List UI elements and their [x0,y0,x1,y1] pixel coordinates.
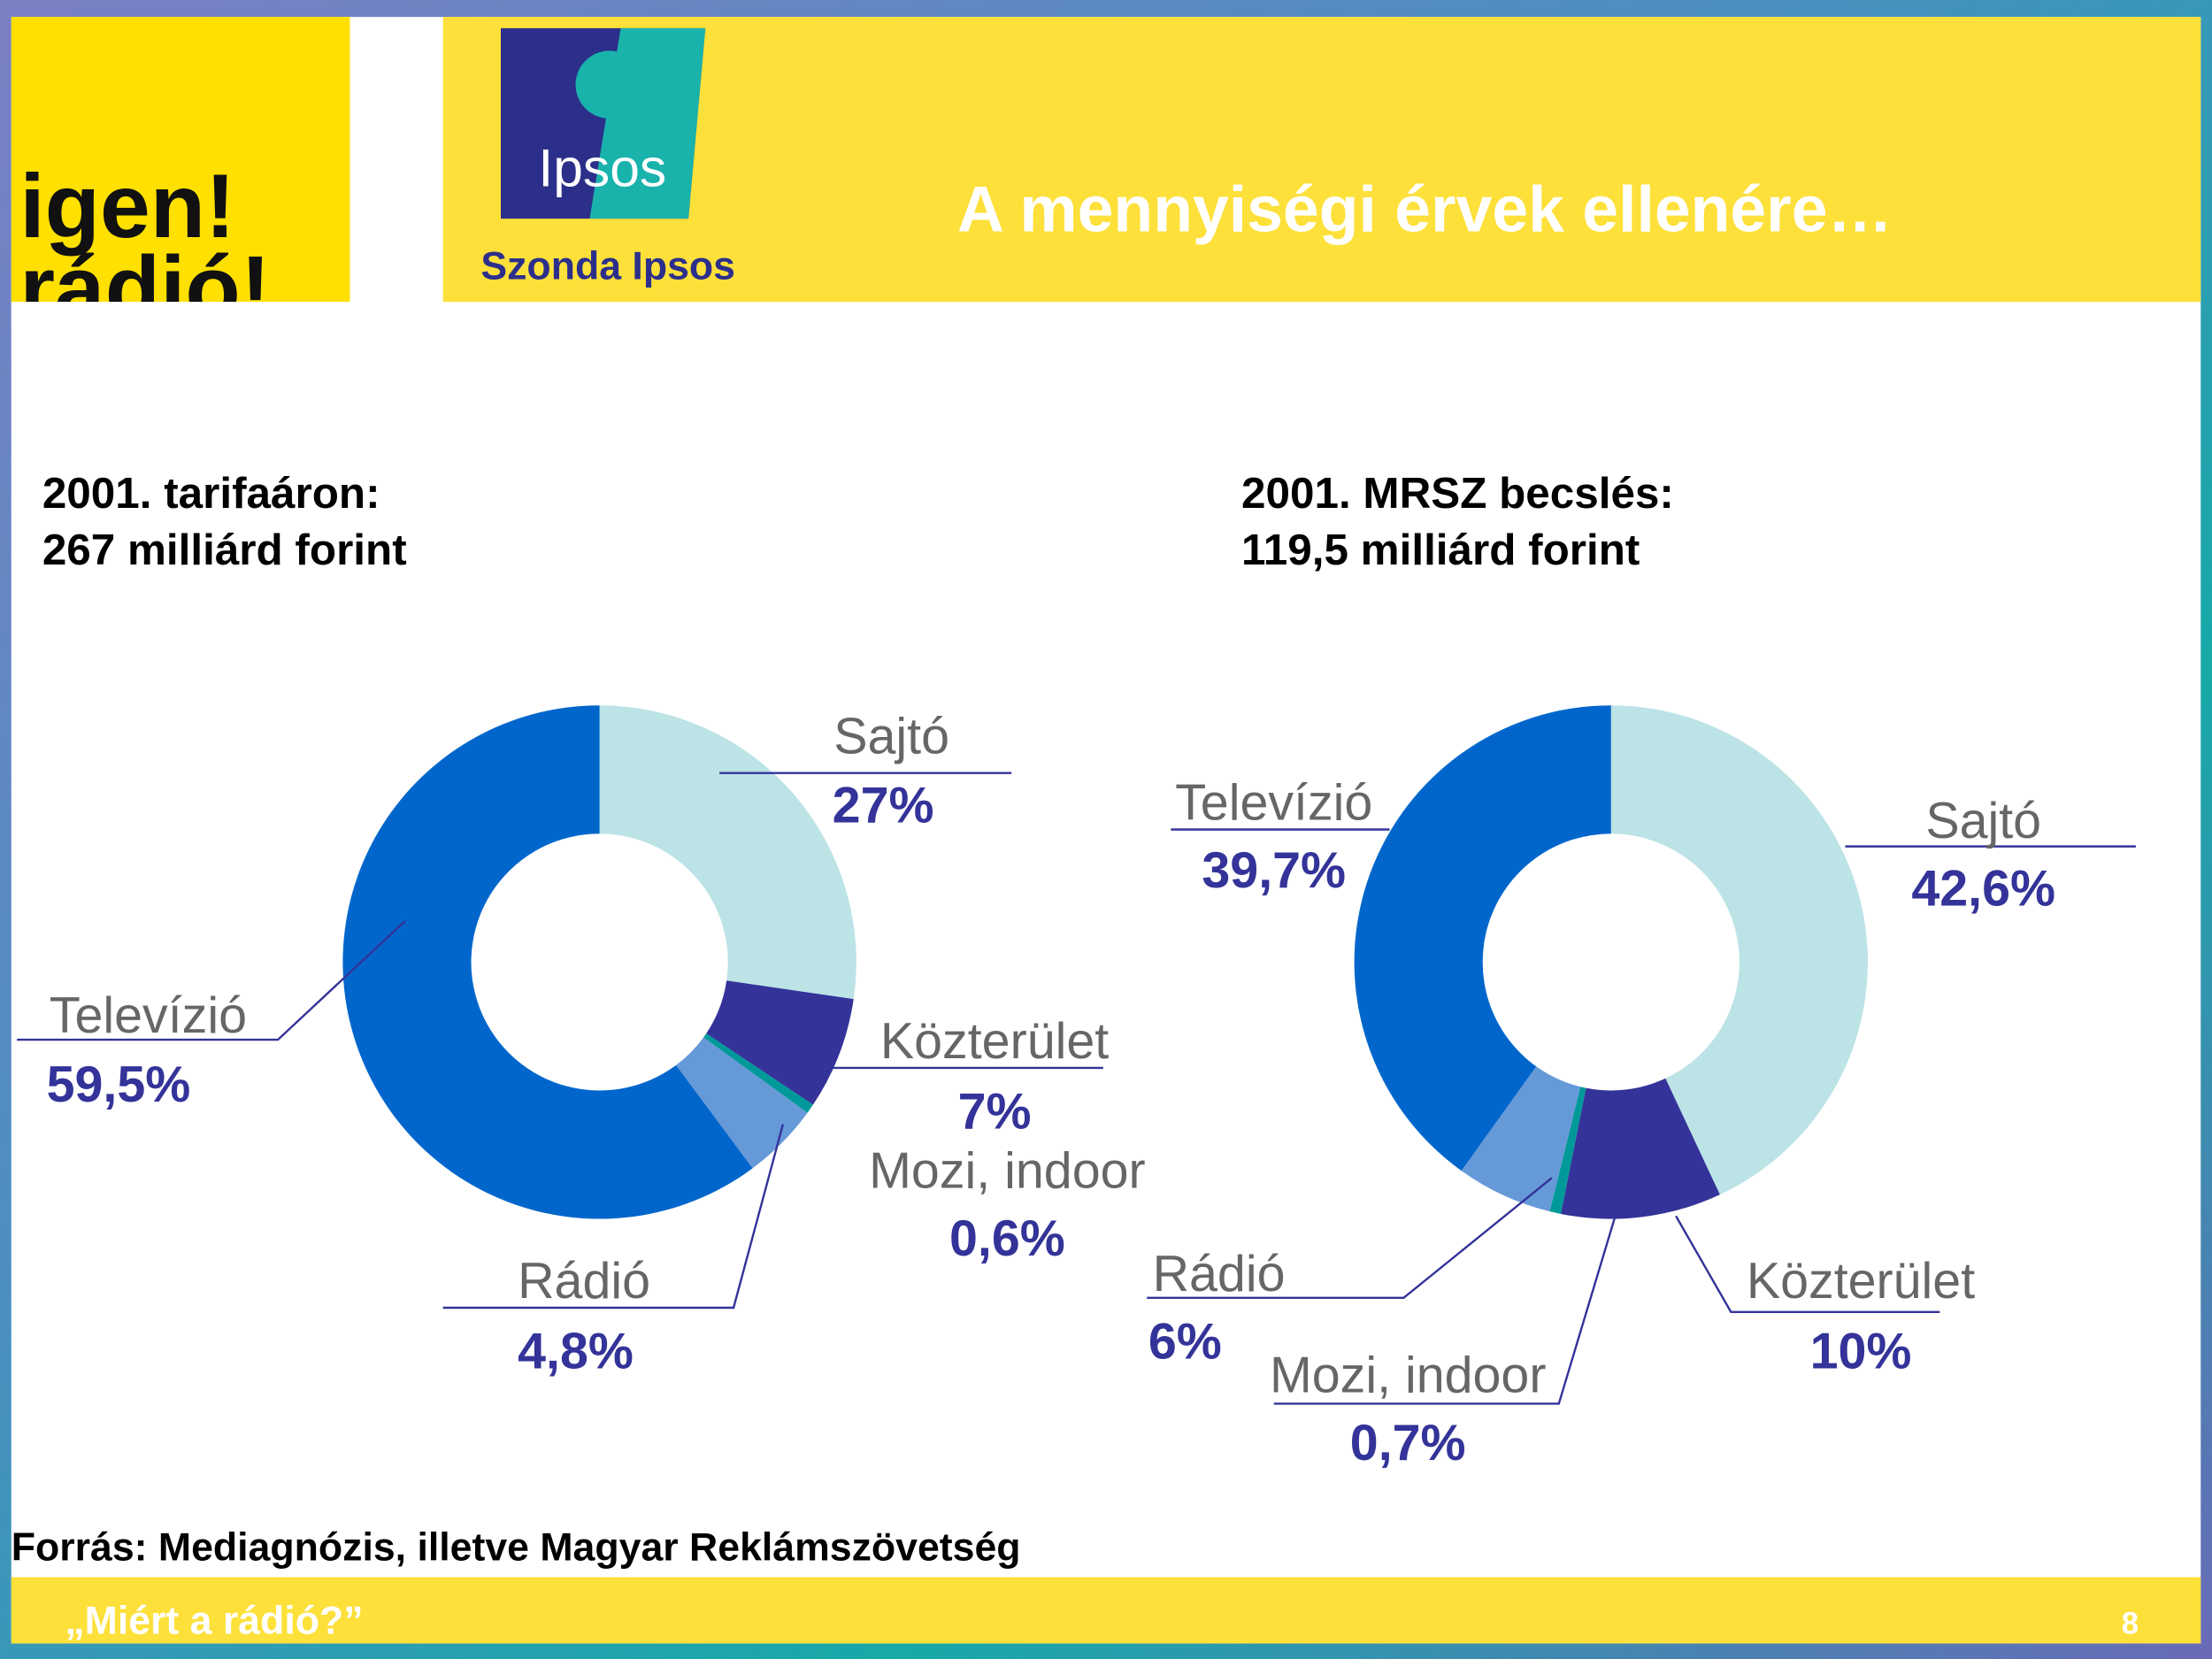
donut-segment [1610,705,1868,1195]
donut-segment [1549,1087,1586,1214]
logo-line: rádió! [19,237,270,338]
segment-label: Közterület [880,1013,1109,1070]
leader-line [442,1124,785,1310]
page-number: 8 [2122,1606,2139,1640]
segment-value: 39,7% [1202,842,1346,899]
footer-text: „Miért a rádió?” [65,1599,363,1642]
footer-band [11,1577,2201,1644]
donut-segment [1561,1078,1720,1219]
segment-value: 7% [958,1084,1032,1141]
segment-value: 10% [1810,1324,1912,1380]
brand-caption: Szonda Ipsos [480,245,735,288]
donut-segment [1461,1066,1581,1212]
segment-value: 27% [833,778,934,834]
segment-label: Közterület [1747,1253,1975,1310]
chart-title: 2001. MRSZ becslés: [1241,469,1674,518]
segment-value: 6% [1148,1313,1222,1370]
segment-label: Sajtó [833,708,949,764]
chart-title: 2001. tarifaáron: [42,469,380,518]
logo-line: igen! [19,156,235,257]
leader-line [1675,1215,1940,1313]
brand-figure [575,50,644,119]
leader-line [1147,1177,1553,1300]
source-note: Forrás: Mediagnózis, illetve Magyar Rekl… [12,1525,1021,1569]
segment-value: 4,8% [518,1324,634,1380]
donut-segment [342,705,753,1219]
header-band [442,17,2201,303]
donut-segment [599,705,856,1000]
segment-value: 42,6% [1911,861,2055,918]
donut-segment [706,980,854,1105]
chart-subtitle: 119,5 milliárd forint [1241,526,1640,574]
segment-label: Sajtó [1925,793,2041,849]
donut-segment [676,1037,808,1169]
logo-mask [11,302,350,331]
logo-background [11,17,350,303]
donut-segment [1354,705,1611,1171]
slide-title: A mennyiségi érvek ellenére… [957,173,1893,245]
donut-segment [703,1033,813,1113]
segment-label: Mozi, indoor [1270,1348,1547,1404]
segment-label: Rádió [1153,1246,1286,1302]
segment-value: 0,6% [949,1210,1065,1267]
segment-label: Mozi, indoor [869,1142,1146,1199]
segment-label: Rádió [518,1253,650,1310]
segment-label: Televízió [1175,774,1372,831]
brand-name: Ipsos [538,137,666,197]
leader-line [17,920,406,1041]
segment-value: 0,7% [1350,1415,1466,1471]
chart-subtitle: 267 milliárd forint [42,526,407,574]
leader-line [1273,1216,1617,1405]
segment-value: 59,5% [47,1056,191,1113]
segment-label: Televízió [50,987,247,1044]
